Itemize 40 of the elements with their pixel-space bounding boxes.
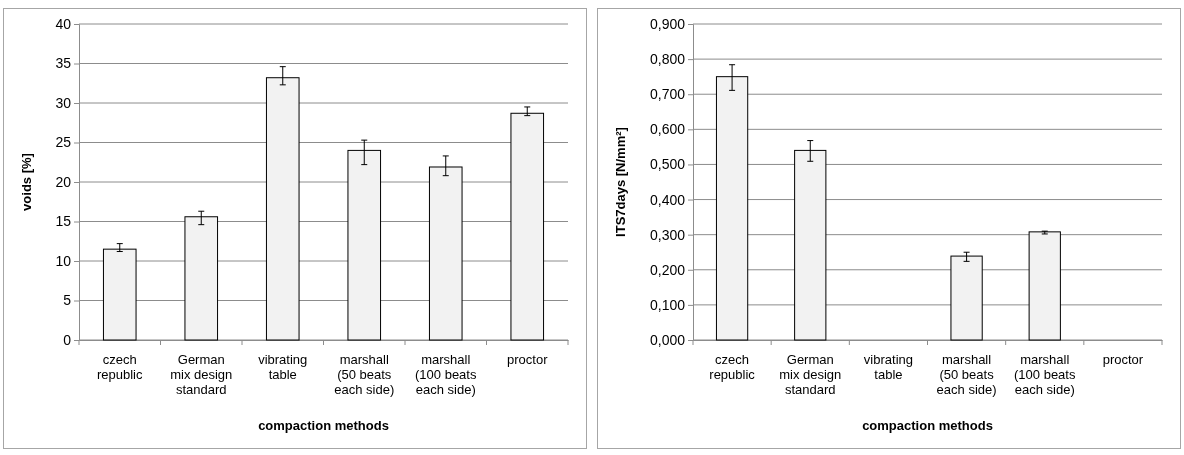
x-tick-label: czech republic [709,352,756,382]
y-tick-label: 0,400 [649,191,686,208]
y-tick-label: 5 [63,292,72,309]
x-tick-label: vibrating table [258,352,308,382]
bar [510,112,545,341]
x-tick-label: marshall (50 beats each side) [334,352,395,397]
bar [950,255,983,341]
x-tick-label: marshall (100 beats each side) [1014,352,1076,397]
y-tick-label: 0,500 [649,156,686,173]
y-tick-label: 0,700 [649,86,686,103]
x-tick-label: marshall (50 beats each side) [936,352,997,397]
x-axis-title: compaction methods [862,418,993,433]
y-tick-label: 0,600 [649,121,686,138]
y-tick-label: 35 [55,55,72,72]
y-tick-label: 0,100 [649,296,686,313]
x-tick-label: proctor [1102,352,1144,367]
x-axis-title: compaction methods [258,418,389,433]
x-tick-label: vibrating table [863,352,913,382]
x-tick-label: German mix design standard [170,352,233,397]
bar [184,216,219,341]
bar [102,248,137,341]
x-tick-label: czech republic [96,352,144,382]
y-tick-label: 30 [55,94,72,111]
y-tick-label: 0,000 [649,331,686,348]
y-axis-title: voids [%] [19,153,34,211]
y-tick-label: 0,800 [649,51,686,68]
y-axis-title: ITS7days [N/mm²] [613,127,628,237]
y-tick-label: 15 [55,213,72,230]
y-tick-label: 0,200 [649,261,686,278]
y-tick-label: 25 [55,134,72,151]
y-tick-label: 0,900 [649,15,686,32]
y-tick-label: 40 [55,15,72,32]
x-tick-label: marshall (100 beats each side) [415,352,477,397]
y-tick-label: 10 [55,252,72,269]
y-tick-label: 0 [63,331,72,348]
y-tick-label: 20 [55,173,72,190]
x-tick-label: proctor [507,352,549,367]
bar [1028,231,1061,341]
x-tick-label: German mix design standard [779,352,842,397]
y-tick-label: 0,300 [649,226,686,243]
